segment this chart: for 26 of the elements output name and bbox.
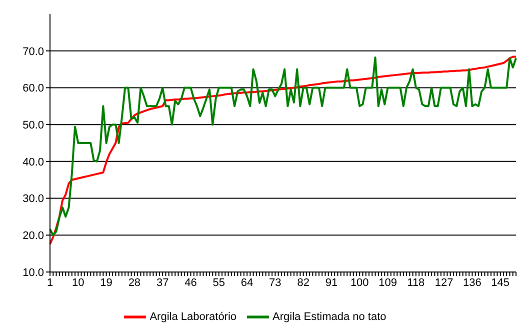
x-tick-label: 64 — [240, 276, 254, 289]
x-tick-label: 73 — [269, 276, 282, 289]
x-tick-label: 145 — [491, 276, 510, 289]
x-tick-label: 136 — [463, 276, 482, 289]
legend-label: Argila Laboratório — [150, 310, 237, 323]
x-tick-label: 1 — [46, 276, 54, 289]
y-tick-label: 70.0 — [22, 46, 44, 58]
x-tick-label: 55 — [212, 276, 226, 289]
x-tick-label: 100 — [350, 276, 369, 289]
y-tick-label: 10.0 — [22, 266, 44, 279]
x-tick-label: 28 — [128, 276, 141, 289]
legend-label: Argila Estimada no tato — [272, 310, 386, 323]
x-tick-label: 91 — [325, 276, 338, 289]
x-tick-label: 37 — [156, 276, 169, 289]
y-tick-label: 30.0 — [22, 193, 44, 206]
y-tick-label: 60.0 — [22, 82, 44, 95]
x-tick-label: 118 — [407, 276, 425, 289]
x-tick-label: 46 — [184, 276, 197, 289]
x-tick-label: 109 — [378, 276, 397, 289]
y-tick-label: 50.0 — [22, 119, 44, 132]
y-tick-label: 40.0 — [22, 156, 44, 168]
x-tick-label: 127 — [434, 276, 454, 289]
x-tick-label: 10 — [72, 276, 84, 289]
x-tick-label: 19 — [100, 276, 112, 289]
y-tick-label: 20.0 — [22, 230, 44, 242]
x-tick-label: 82 — [297, 276, 310, 289]
